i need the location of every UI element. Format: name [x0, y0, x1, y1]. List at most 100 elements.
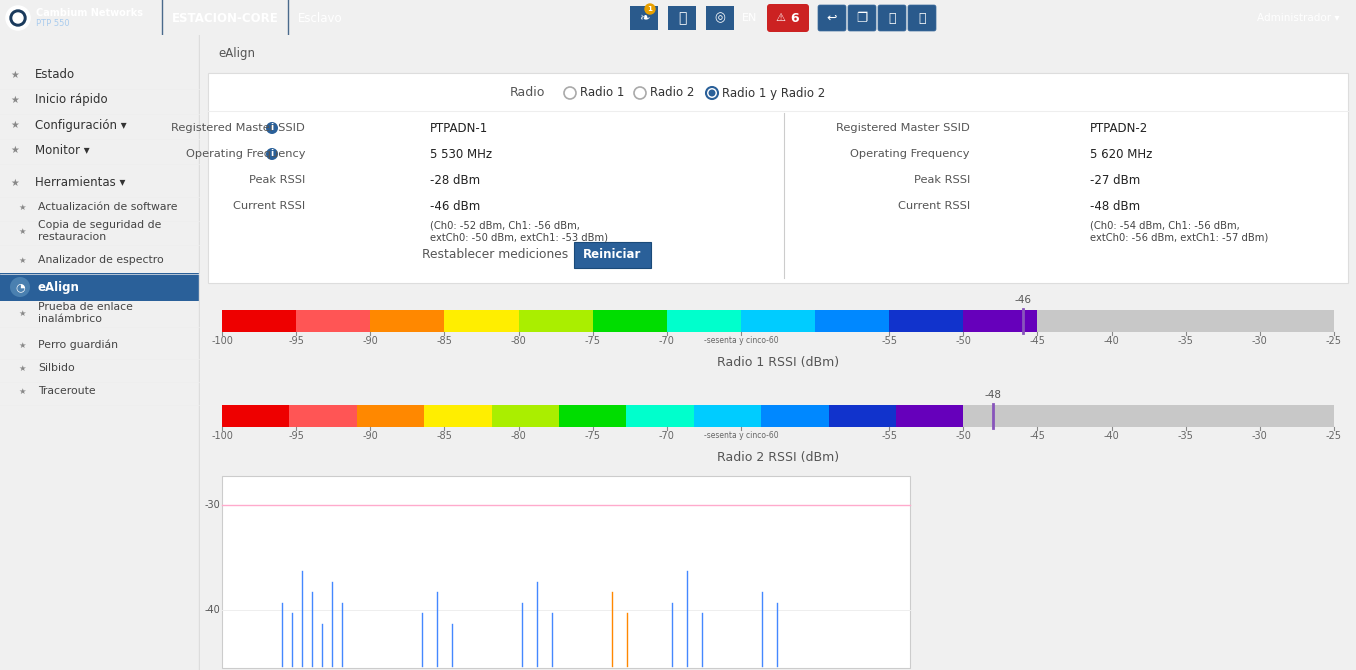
Text: -27 dBm: -27 dBm: [1090, 174, 1140, 186]
Text: -46 dBm: -46 dBm: [430, 200, 480, 212]
Bar: [896, 405, 964, 427]
Bar: [829, 405, 896, 427]
Text: -75: -75: [584, 336, 601, 346]
Text: PTPADN-1: PTPADN-1: [430, 121, 488, 135]
Text: Radio 1 RSSI (dBm): Radio 1 RSSI (dBm): [717, 356, 839, 369]
Text: -80: -80: [511, 431, 526, 441]
Circle shape: [5, 6, 30, 30]
Text: -100: -100: [212, 431, 233, 441]
Bar: [631, 6, 658, 30]
Text: ★: ★: [11, 120, 19, 130]
Circle shape: [9, 277, 30, 297]
Text: ⏻: ⏻: [918, 11, 926, 25]
Text: -55: -55: [881, 336, 898, 346]
Circle shape: [266, 148, 278, 160]
Text: Perro guardián: Perro guardián: [38, 340, 118, 350]
Text: Copia de seguridad de
restauracion: Copia de seguridad de restauracion: [38, 220, 161, 242]
Text: -55: -55: [881, 431, 898, 441]
Text: -95: -95: [289, 431, 304, 441]
Text: Operating Frequency: Operating Frequency: [186, 149, 305, 159]
Text: -35: -35: [1178, 336, 1193, 346]
Text: ◔: ◔: [15, 282, 24, 292]
Bar: [222, 405, 290, 427]
Text: -35: -35: [1178, 431, 1193, 441]
Bar: [222, 476, 910, 668]
Bar: [694, 405, 762, 427]
Text: ★: ★: [18, 387, 26, 395]
Text: -75: -75: [584, 431, 601, 441]
Text: PTPADN-2: PTPADN-2: [1090, 121, 1149, 135]
Text: -40: -40: [1104, 431, 1120, 441]
Circle shape: [635, 87, 645, 99]
Text: Radio 2: Radio 2: [650, 86, 694, 100]
Text: -90: -90: [362, 431, 378, 441]
Text: ★: ★: [18, 226, 26, 235]
Text: ★: ★: [11, 95, 19, 105]
Bar: [626, 405, 694, 427]
Bar: [518, 310, 593, 332]
Text: -85: -85: [437, 431, 453, 441]
Text: Registered Master SSID: Registered Master SSID: [837, 123, 970, 133]
Bar: [207, 73, 1348, 283]
Circle shape: [645, 4, 655, 14]
Text: Prueba de enlace
inalámbrico: Prueba de enlace inalámbrico: [38, 302, 133, 324]
Text: -25: -25: [1326, 336, 1342, 346]
Bar: [370, 310, 445, 332]
Text: ★: ★: [11, 70, 19, 80]
Text: Administrador ▾: Administrador ▾: [1257, 13, 1340, 23]
Bar: [593, 310, 667, 332]
Text: ◎: ◎: [715, 11, 725, 25]
Text: -70: -70: [659, 431, 675, 441]
Text: Registered Master SSID: Registered Master SSID: [171, 123, 305, 133]
Text: -46: -46: [1014, 295, 1031, 305]
Text: ⚠: ⚠: [776, 13, 785, 23]
Text: -sesenta y cinco-60: -sesenta y cinco-60: [704, 336, 778, 345]
Text: -70: -70: [659, 336, 675, 346]
Text: Cambium Networks: Cambium Networks: [37, 8, 142, 18]
Text: (Ch0: -52 dBm, Ch1: -56 dBm,
extCh0: -50 dBm, extCh1: -53 dBm): (Ch0: -52 dBm, Ch1: -56 dBm, extCh0: -50…: [430, 221, 607, 243]
Bar: [963, 405, 1334, 427]
Text: -40: -40: [205, 606, 220, 616]
Bar: [559, 405, 626, 427]
Text: Monitor ▾: Monitor ▾: [35, 143, 89, 157]
Text: ★: ★: [18, 202, 26, 212]
Text: -30: -30: [1252, 336, 1268, 346]
Text: Radio 1: Radio 1: [580, 86, 624, 100]
Circle shape: [708, 90, 716, 96]
Bar: [424, 405, 492, 427]
Text: -90: -90: [362, 336, 378, 346]
Text: Peak RSSI: Peak RSSI: [248, 175, 305, 185]
Text: Radio 2 RSSI (dBm): Radio 2 RSSI (dBm): [717, 451, 839, 464]
Text: Radio: Radio: [510, 86, 545, 100]
Bar: [445, 310, 519, 332]
Bar: [222, 310, 297, 332]
Text: -85: -85: [437, 336, 453, 346]
Text: i: i: [270, 123, 274, 133]
Text: Estado: Estado: [35, 68, 75, 82]
Bar: [669, 6, 696, 30]
Text: ★: ★: [18, 340, 26, 350]
Text: ★: ★: [11, 145, 19, 155]
Text: ESTACION-CORE: ESTACION-CORE: [172, 11, 279, 25]
Circle shape: [706, 87, 717, 99]
Bar: [1037, 310, 1334, 332]
Text: Reiniciar: Reiniciar: [583, 249, 641, 261]
Text: Analizador de espectro: Analizador de espectro: [38, 255, 164, 265]
Bar: [890, 310, 964, 332]
Text: ⦀: ⦀: [888, 11, 896, 25]
Text: ❐: ❐: [857, 11, 868, 25]
Text: Restablecer mediciones: Restablecer mediciones: [422, 249, 568, 261]
Text: Inicio rápido: Inicio rápido: [35, 94, 107, 107]
Circle shape: [564, 87, 576, 99]
Bar: [0, 273, 199, 301]
Circle shape: [266, 122, 278, 134]
Bar: [289, 405, 357, 427]
Text: eAlign: eAlign: [38, 281, 80, 293]
Bar: [296, 310, 370, 332]
Bar: [492, 405, 560, 427]
Circle shape: [9, 10, 26, 26]
Text: 6: 6: [791, 11, 799, 25]
Text: eAlign: eAlign: [218, 46, 255, 60]
Text: ⌖: ⌖: [678, 11, 686, 25]
Text: -sesenta y cinco-60: -sesenta y cinco-60: [704, 431, 778, 440]
